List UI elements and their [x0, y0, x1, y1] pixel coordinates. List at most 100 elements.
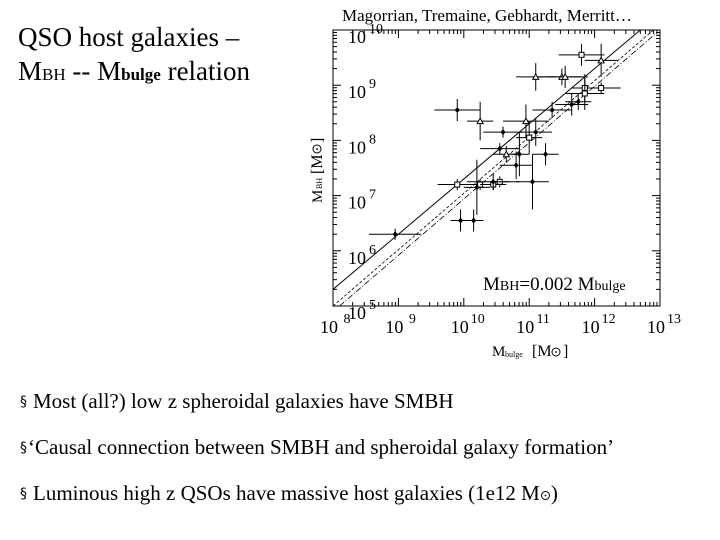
x-tick-label-exponent: 13 [667, 312, 681, 327]
relation-label: MBH=0.002 Mbulge [483, 274, 626, 296]
bullet-item: § Most (all?) low z spheroidal galaxies h… [20, 388, 720, 415]
title-m1: M [18, 56, 43, 86]
circle-marker [569, 102, 574, 107]
data-point [467, 173, 520, 191]
title-end: relation [160, 56, 251, 86]
data-point [555, 93, 589, 116]
bullet-text: Luminous high z QSOs have massive host g… [33, 481, 540, 505]
bullet-list: § Most (all?) low z spheroidal galaxies h… [20, 388, 720, 526]
bullet-suffix: ) [550, 481, 558, 505]
y-tick-label: 10 [348, 193, 366, 213]
x-tick-label-exponent: 12 [602, 312, 616, 327]
relation-sub-bulge: bulge [594, 279, 626, 294]
y-tick-label: 10 [348, 82, 366, 102]
title-mid: -- M [65, 56, 122, 86]
x-tick-label-exponent: 11 [536, 312, 549, 327]
x-axis-sun-icon [551, 347, 561, 357]
triangle-marker [522, 117, 530, 125]
title-sub-bulge: bulge [121, 65, 161, 84]
data-point [480, 143, 520, 155]
circle-marker [455, 108, 460, 113]
x-tick-label: 10 [385, 317, 403, 337]
sun-symbol-icon [540, 491, 550, 500]
data-point [519, 118, 553, 146]
sun-dot [555, 351, 557, 353]
data-point [503, 104, 549, 138]
y-tick-label-exponent: 9 [369, 77, 376, 92]
x-axis-label-main: M [492, 344, 505, 360]
triangle-marker [561, 72, 570, 80]
triangle-marker [476, 117, 484, 125]
data-point [516, 121, 543, 155]
diamond-marker [392, 231, 398, 238]
circle-marker [533, 130, 538, 135]
square-marker [454, 181, 461, 188]
x-tick-label-exponent: 8 [344, 312, 351, 327]
relation-sub-bh: BH [499, 279, 520, 294]
x-tick-label-exponent: 10 [471, 312, 485, 327]
data-point [516, 154, 549, 210]
x-tick-label: 10 [320, 317, 338, 337]
data-point [548, 65, 582, 88]
bullet-text: Most (all?) low z spheroidal galaxies ha… [33, 389, 454, 413]
y-axis-sun-icon [312, 144, 322, 154]
data-point [493, 145, 520, 163]
square-marker [598, 84, 605, 91]
x-axis-label-unit: [M [532, 343, 552, 360]
y-tick-label-exponent: 10 [369, 22, 383, 37]
diamond-marker [543, 151, 549, 158]
x-axis-label-sub: bulge [505, 350, 523, 359]
y-tick-label-exponent: 5 [369, 298, 376, 313]
title-line-2: MBH -- Mbulge relation [18, 54, 250, 92]
y-tick-label-exponent: 7 [369, 188, 376, 203]
data-point [516, 63, 556, 91]
sun-circle [312, 144, 322, 154]
y-tick-label-exponent: 8 [369, 132, 376, 147]
x-tick-label: 10 [516, 317, 534, 337]
square-marker [526, 134, 533, 141]
sun-dot [316, 148, 318, 150]
relation-line [332, 29, 641, 290]
bullet-marker: § [20, 486, 27, 502]
y-axis-label-sub: BH [315, 178, 324, 189]
square-marker [581, 90, 588, 97]
diamond-marker [529, 178, 535, 185]
square-marker [578, 51, 585, 58]
data-point [532, 143, 559, 166]
data-point [565, 93, 592, 111]
bullet-item: § Luminous high z QSOs have massive host … [20, 480, 720, 507]
fit-dashed-line [332, 29, 654, 307]
data-point [463, 209, 484, 232]
triangle-marker [502, 150, 511, 158]
x-tick-label: 10 [647, 317, 665, 337]
y-axis-label-main: M [310, 190, 326, 203]
data-point [532, 101, 572, 119]
data-point [483, 126, 523, 138]
y-axis-label: MBH [M] [309, 138, 326, 203]
relation-m1: M [483, 274, 500, 295]
data-point [584, 43, 618, 77]
x-axis-label-unit-close: ] [563, 343, 568, 360]
diamond-marker [500, 129, 506, 136]
triangle-marker [531, 72, 540, 80]
y-tick-label: 10 [348, 27, 366, 47]
bullet-item: §‘Causal connection between SMBH and sph… [20, 434, 720, 461]
bullet-marker: § [20, 440, 27, 456]
y-tick-label-exponent: 6 [369, 243, 376, 258]
title-line-1: QSO host galaxies – [18, 22, 240, 52]
sun-circle [551, 347, 561, 357]
x-tick-label-exponent: 9 [409, 312, 416, 327]
fit-dashdot-line [339, 32, 657, 307]
diamond-marker [497, 145, 503, 152]
diamond-marker [575, 98, 581, 105]
y-tick-label: 10 [348, 137, 366, 157]
x-tick-label: 10 [451, 317, 469, 337]
circle-marker [550, 108, 555, 113]
diamond-marker [471, 217, 477, 224]
x-tick-label: 10 [582, 317, 600, 337]
y-axis-label-unit-close: ] [309, 138, 326, 143]
relation-mid: =0.002 M [519, 274, 595, 295]
diamond-marker [490, 178, 496, 185]
diamond-marker [474, 184, 480, 191]
